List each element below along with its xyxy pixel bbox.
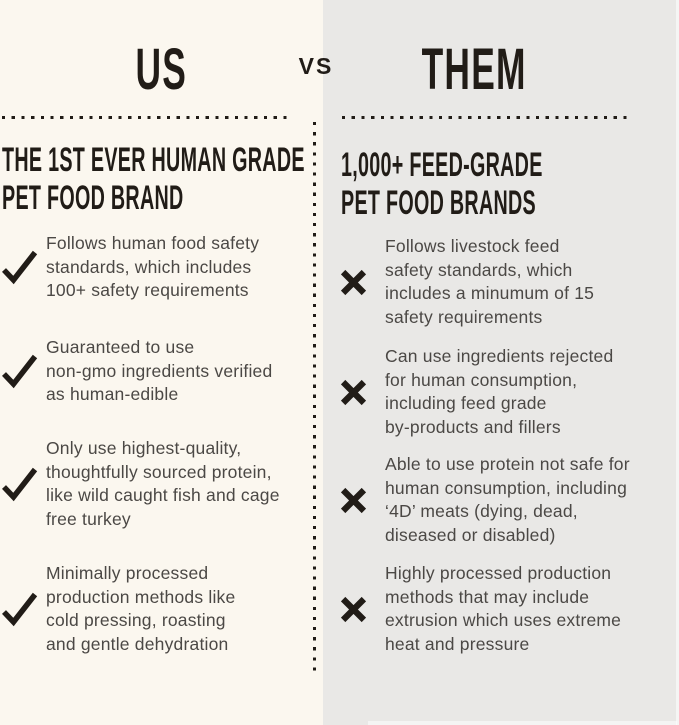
check-icon bbox=[2, 353, 38, 389]
benefit-item: Minimally processed production methods l… bbox=[2, 562, 235, 656]
check-icon bbox=[2, 591, 38, 627]
benefit-text: Guaranteed to use non-gmo ingredients ve… bbox=[46, 337, 273, 404]
panel-edge-highlight-right bbox=[676, 0, 679, 725]
them-title-text: THEM bbox=[421, 37, 527, 102]
them-title: THEM bbox=[323, 37, 679, 102]
benefit-text: Minimally processed production methods l… bbox=[46, 563, 236, 654]
cross-icon bbox=[338, 487, 368, 514]
cross-icon bbox=[338, 379, 368, 406]
dotted-divider-vertical bbox=[313, 122, 317, 677]
us-title: US bbox=[0, 37, 323, 102]
benefit-item: Follows human food safety standards, whi… bbox=[2, 232, 259, 303]
dotted-rule-right bbox=[342, 116, 631, 120]
them-column-heading-text: 1,000+ FEED-GRADE PET FOOD BRANDS bbox=[341, 146, 543, 222]
benefit-text: Only use highest-quality, thoughtfully s… bbox=[46, 438, 280, 529]
dotted-rule-left bbox=[2, 116, 293, 120]
vs-label: VS bbox=[298, 53, 334, 79]
benefit-item: Guaranteed to use non-gmo ingredients ve… bbox=[2, 336, 272, 407]
them-column-heading: 1,000+ FEED-GRADE PET FOOD BRANDS bbox=[341, 146, 679, 222]
drawback-text: Follows livestock feed safety standards,… bbox=[385, 236, 595, 327]
cross-icon bbox=[338, 269, 368, 296]
panel-edge-highlight-bottom bbox=[368, 721, 677, 725]
us-column-heading-text: THE 1ST EVER HUMAN GRADE PET FOOD BRAND bbox=[2, 141, 305, 217]
drawback-item: Can use ingredients rejected for human c… bbox=[338, 345, 613, 439]
drawback-text: Able to use protein not safe for human c… bbox=[385, 454, 630, 545]
drawback-item: Follows livestock feed safety standards,… bbox=[338, 235, 594, 329]
drawback-item: Able to use protein not safe for human c… bbox=[338, 453, 630, 547]
drawback-text: Can use ingredients rejected for human c… bbox=[385, 346, 614, 437]
drawback-item: Highly processed production methods that… bbox=[338, 562, 621, 656]
us-title-text: US bbox=[135, 37, 188, 102]
them-panel bbox=[323, 0, 679, 725]
drawback-text: Highly processed production methods that… bbox=[385, 563, 622, 654]
us-column-heading: THE 1ST EVER HUMAN GRADE PET FOOD BRAND bbox=[2, 141, 524, 217]
benefit-item: Only use highest-quality, thoughtfully s… bbox=[2, 437, 280, 531]
benefit-text: Follows human food safety standards, whi… bbox=[46, 233, 260, 300]
cross-icon bbox=[338, 596, 368, 623]
check-icon bbox=[2, 249, 38, 285]
check-icon bbox=[2, 466, 38, 502]
